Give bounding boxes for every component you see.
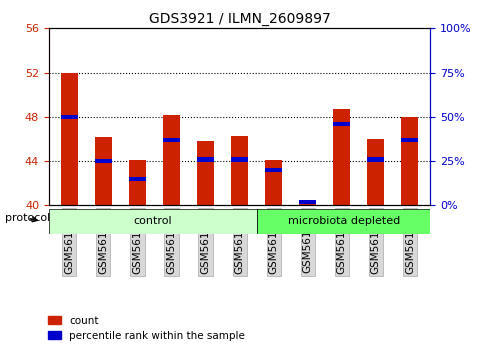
FancyBboxPatch shape [49, 209, 256, 234]
Bar [129, 160, 145, 205]
Bar [231, 136, 247, 205]
Bar [61, 115, 78, 119]
Bar [299, 200, 316, 204]
Bar [299, 202, 316, 205]
Bar [197, 141, 214, 205]
Bar [366, 157, 384, 161]
Bar [163, 115, 180, 205]
Bar [95, 159, 112, 163]
Bar [163, 138, 180, 142]
Bar [366, 139, 384, 205]
Legend: count, percentile rank within the sample: count, percentile rank within the sample [44, 312, 249, 345]
Bar [231, 157, 247, 161]
Text: microbiota depleted: microbiota depleted [287, 216, 399, 226]
Bar [264, 160, 282, 205]
Bar [197, 157, 214, 161]
FancyBboxPatch shape [256, 209, 429, 234]
Bar [333, 109, 349, 205]
Bar [264, 168, 282, 172]
Text: control: control [133, 216, 172, 226]
Bar [401, 138, 418, 142]
Bar [401, 117, 418, 205]
Title: GDS3921 / ILMN_2609897: GDS3921 / ILMN_2609897 [148, 12, 330, 26]
Bar [61, 73, 78, 205]
Bar [129, 177, 145, 181]
Bar [95, 137, 112, 205]
Bar [333, 122, 349, 126]
Text: protocol: protocol [5, 213, 50, 223]
